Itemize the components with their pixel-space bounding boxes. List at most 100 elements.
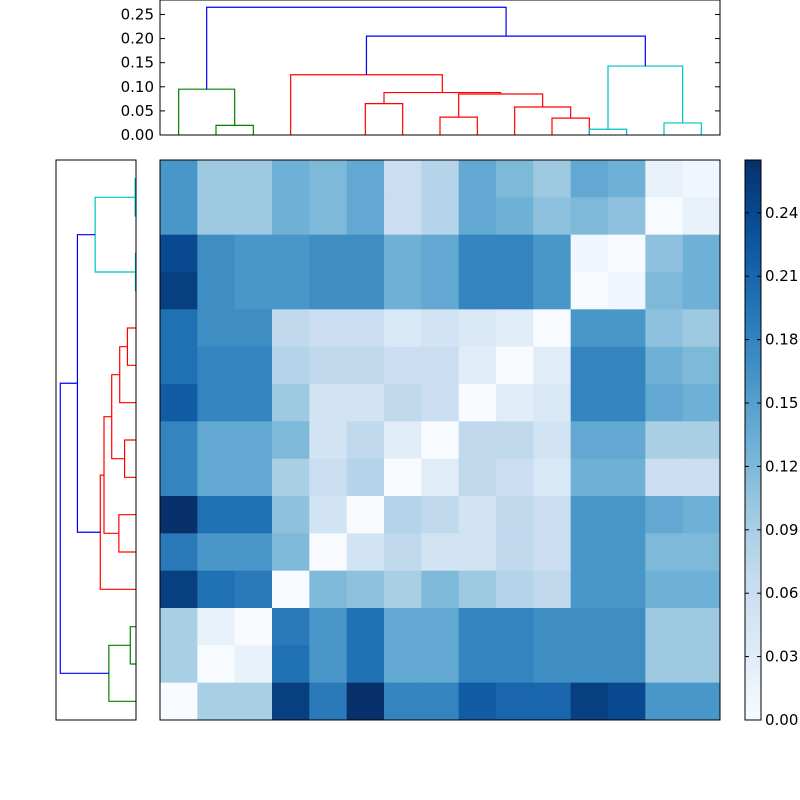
y-tick-label: 0.25: [121, 5, 154, 23]
heatmap-cell: [234, 682, 273, 721]
heatmap-cell: [272, 533, 310, 572]
heatmap-cell: [197, 645, 236, 684]
heatmap-cell: [272, 496, 310, 534]
heatmap-cell: [160, 346, 198, 385]
heatmap-cell: [421, 608, 460, 646]
heatmap-cell: [197, 234, 236, 273]
heatmap-cell: [645, 234, 684, 273]
heatmap-cell: [682, 608, 721, 646]
heatmap-cell: [384, 608, 422, 646]
heatmap-cell: [384, 496, 422, 534]
heatmap-cell: [346, 346, 385, 385]
heatmap-cell: [309, 272, 348, 310]
heatmap-cell: [570, 458, 609, 497]
heatmap-cell: [197, 682, 236, 721]
heatmap-cell: [346, 533, 385, 572]
heatmap-cell: [570, 272, 609, 310]
heatmap-cell: [197, 421, 236, 460]
heatmap-cell: [533, 533, 572, 572]
heatmap-cell: [234, 421, 273, 460]
heatmap-cell: [421, 458, 460, 497]
heatmap-cell: [496, 608, 534, 646]
heatmap-cell: [682, 458, 721, 497]
heatmap-cell: [645, 682, 684, 721]
heatmap-cell: [458, 645, 497, 684]
heatmap-cell: [496, 346, 534, 385]
heatmap-cell: [384, 645, 422, 684]
heatmap-cell: [570, 682, 609, 721]
heatmap-cell: [197, 346, 236, 385]
heatmap-cell: [570, 309, 609, 348]
heatmap-cell: [608, 346, 646, 385]
heatmap-cell: [682, 496, 721, 534]
heatmap-cell: [160, 570, 198, 609]
heatmap-cell: [682, 645, 721, 684]
heatmap-cell: [197, 533, 236, 572]
heatmap-cell: [496, 309, 534, 348]
colorbar-tick-label: 0.18: [765, 331, 798, 349]
heatmap-cell: [272, 608, 310, 646]
heatmap-cell: [272, 421, 310, 460]
heatmap-cell: [234, 272, 273, 310]
heatmap-cell: [421, 496, 460, 534]
heatmap-cell: [645, 458, 684, 497]
heatmap-cell: [160, 197, 198, 236]
heatmap-cell: [309, 496, 348, 534]
heatmap-cell: [421, 682, 460, 721]
heatmap-cell: [645, 346, 684, 385]
dendrogram-link: [206, 6, 507, 90]
heatmap-cell: [645, 272, 684, 310]
heatmap-cell: [458, 272, 497, 310]
colorbar-tick-label: 0.15: [765, 394, 798, 412]
heatmap-cell: [309, 533, 348, 572]
heatmap-cell: [421, 384, 460, 422]
heatmap-cell: [608, 197, 646, 236]
heatmap-cell: [533, 608, 572, 646]
heatmap-cell: [346, 384, 385, 422]
y-tick-label: 0.10: [121, 78, 154, 96]
heatmap-cell: [645, 309, 684, 348]
heatmap-cell: [682, 234, 721, 273]
heatmap-cell: [496, 234, 534, 273]
heatmap-cell: [645, 496, 684, 534]
heatmap-cell: [533, 197, 572, 236]
heatmap: [159, 159, 721, 721]
heatmap-cell: [309, 645, 348, 684]
heatmap-cell: [570, 197, 609, 236]
heatmap-cell: [458, 346, 497, 385]
heatmap-cell: [234, 346, 273, 385]
heatmap-cell: [160, 234, 198, 273]
heatmap-cell: [197, 496, 236, 534]
y-tick-label: 0.20: [121, 30, 154, 48]
heatmap-cell: [533, 160, 572, 198]
heatmap-cell: [309, 197, 348, 236]
heatmap-cell: [309, 309, 348, 348]
heatmap-cell: [234, 309, 273, 348]
heatmap-cell: [458, 309, 497, 348]
heatmap-cell: [421, 421, 460, 460]
heatmap-cell: [234, 384, 273, 422]
heatmap-cell: [346, 421, 385, 460]
heatmap-cell: [570, 608, 609, 646]
heatmap-cell: [160, 496, 198, 534]
heatmap-cell: [346, 608, 385, 646]
heatmap-cell: [234, 458, 273, 497]
heatmap-cell: [458, 160, 497, 198]
dendrogram-link: [59, 382, 109, 674]
heatmap-cell: [160, 458, 198, 497]
heatmap-cell: [458, 570, 497, 609]
heatmap-cell: [234, 197, 273, 236]
heatmap-cell: [197, 197, 236, 236]
heatmap-cell: [496, 160, 534, 198]
heatmap-cell: [496, 384, 534, 422]
heatmap-cell: [160, 533, 198, 572]
heatmap-cell: [682, 197, 721, 236]
heatmap-cell: [346, 272, 385, 310]
heatmap-cell: [570, 570, 609, 609]
heatmap-cell: [570, 346, 609, 385]
heatmap-cell: [197, 570, 236, 609]
heatmap-cell: [384, 234, 422, 273]
heatmap-cell: [608, 458, 646, 497]
heatmap-cell: [608, 570, 646, 609]
